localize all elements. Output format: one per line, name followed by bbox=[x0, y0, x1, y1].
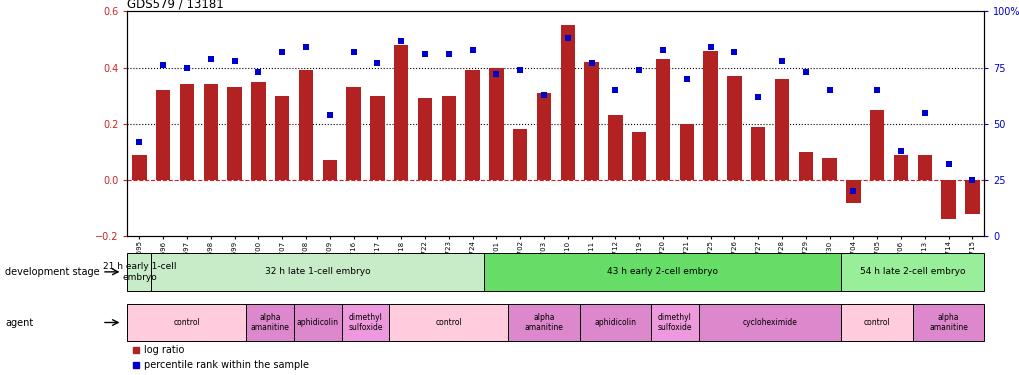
Bar bbox=[151, 253, 484, 291]
Text: cycloheximide: cycloheximide bbox=[742, 318, 797, 327]
Bar bbox=[964, 180, 978, 214]
Bar bbox=[227, 87, 242, 180]
Bar bbox=[275, 96, 289, 180]
Text: control: control bbox=[173, 318, 200, 327]
Bar bbox=[650, 304, 698, 341]
Text: agent: agent bbox=[5, 318, 34, 327]
Text: alpha
amanitine: alpha amanitine bbox=[524, 313, 562, 332]
Bar bbox=[293, 304, 341, 341]
Bar bbox=[418, 99, 432, 180]
Bar bbox=[579, 304, 650, 341]
Bar bbox=[560, 26, 575, 180]
Bar bbox=[869, 110, 883, 180]
Bar bbox=[536, 93, 550, 180]
Bar bbox=[703, 51, 717, 180]
Bar bbox=[821, 158, 836, 180]
Bar bbox=[204, 84, 218, 180]
Bar bbox=[127, 253, 151, 291]
Bar bbox=[774, 79, 789, 180]
Bar bbox=[632, 132, 646, 180]
Bar bbox=[698, 304, 841, 341]
Bar bbox=[607, 116, 622, 180]
Bar bbox=[513, 129, 527, 180]
Text: control: control bbox=[863, 318, 890, 327]
Bar bbox=[750, 127, 764, 180]
Bar bbox=[727, 76, 741, 180]
Bar bbox=[299, 70, 313, 180]
Bar bbox=[441, 96, 455, 180]
Bar bbox=[912, 304, 983, 341]
Text: dimethyl
sulfoxide: dimethyl sulfoxide bbox=[657, 313, 692, 332]
Bar bbox=[507, 304, 579, 341]
Bar bbox=[179, 84, 194, 180]
Bar bbox=[247, 304, 293, 341]
Bar bbox=[156, 90, 170, 180]
Bar bbox=[322, 160, 336, 180]
Bar bbox=[389, 304, 507, 341]
Bar bbox=[893, 154, 907, 180]
Bar bbox=[341, 304, 389, 341]
Legend: log ratio, percentile rank within the sample: log ratio, percentile rank within the sa… bbox=[132, 345, 309, 370]
Bar bbox=[941, 180, 955, 219]
Bar bbox=[346, 87, 361, 180]
Text: GDS579 / 13181: GDS579 / 13181 bbox=[127, 0, 224, 10]
Bar bbox=[798, 152, 812, 180]
Bar bbox=[251, 82, 265, 180]
Bar bbox=[127, 304, 247, 341]
Bar bbox=[841, 253, 983, 291]
Text: dimethyl
sulfoxide: dimethyl sulfoxide bbox=[347, 313, 382, 332]
Text: alpha
amanitine: alpha amanitine bbox=[251, 313, 289, 332]
Text: 43 h early 2-cell embryo: 43 h early 2-cell embryo bbox=[607, 267, 717, 276]
Bar bbox=[393, 45, 408, 180]
Bar bbox=[584, 62, 598, 180]
Bar bbox=[465, 70, 479, 180]
Bar bbox=[846, 180, 860, 203]
Text: 21 h early 1-cell
embryo: 21 h early 1-cell embryo bbox=[103, 262, 176, 282]
Text: alpha
amanitine: alpha amanitine bbox=[928, 313, 967, 332]
Bar bbox=[132, 154, 147, 180]
Text: aphidicolin: aphidicolin bbox=[297, 318, 338, 327]
Text: aphidicolin: aphidicolin bbox=[594, 318, 636, 327]
Text: control: control bbox=[435, 318, 462, 327]
Text: 54 h late 2-cell embryo: 54 h late 2-cell embryo bbox=[859, 267, 965, 276]
Bar bbox=[484, 253, 841, 291]
Bar bbox=[489, 68, 503, 180]
Bar bbox=[917, 154, 931, 180]
Text: 32 h late 1-cell embryo: 32 h late 1-cell embryo bbox=[265, 267, 370, 276]
Bar bbox=[370, 96, 384, 180]
Bar bbox=[841, 304, 912, 341]
Bar bbox=[655, 59, 669, 180]
Text: development stage: development stage bbox=[5, 267, 100, 277]
Bar bbox=[679, 124, 693, 180]
